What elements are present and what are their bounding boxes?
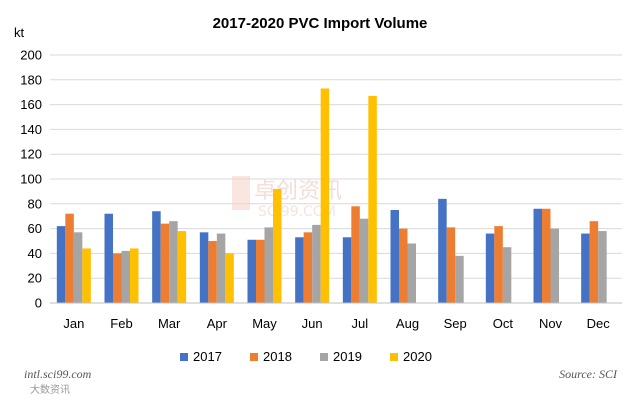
bar-2019-nov: [550, 228, 559, 303]
footer-website: intl.sci99.com: [24, 367, 92, 381]
legend-label-2020: 2020: [403, 349, 432, 364]
bar-2018-jul: [351, 206, 360, 303]
bar-2018-jun: [303, 232, 313, 303]
bar-2018-nov: [542, 208, 551, 303]
bar-2018-apr: [208, 241, 217, 303]
bar-2020-jun: [320, 88, 330, 303]
x-tick-label: Dec: [587, 316, 611, 331]
x-tick-label: Jun: [302, 316, 323, 331]
legend-swatch-2020: [390, 353, 398, 361]
bar-2018-dec: [589, 221, 599, 303]
y-tick-label: 180: [20, 72, 42, 87]
bar-2017-jan: [56, 226, 66, 303]
watermark-logo: [232, 176, 250, 210]
legend-swatch-2019: [320, 353, 328, 361]
x-tick-label: Nov: [539, 316, 563, 331]
y-tick-label: 120: [20, 147, 42, 162]
x-tick-label: May: [252, 316, 277, 331]
y-axis-ticks: 0 20 40 60 80 100 120 140 160 180 200: [20, 48, 42, 311]
footer-source: Source: SCI: [559, 367, 618, 381]
legend-swatch-2018: [250, 353, 258, 361]
bar-2017-apr: [199, 232, 209, 303]
bar-2018-aug: [399, 228, 408, 303]
gridlines: [50, 54, 622, 279]
x-tick-label: Aug: [396, 316, 419, 331]
y-tick-label: 160: [20, 97, 42, 112]
bar-2017-may: [247, 239, 256, 303]
x-tick-label: Feb: [110, 316, 132, 331]
bar-2019-oct: [502, 247, 512, 303]
bar-2017-jul: [342, 237, 352, 303]
corner-watermark: 大数资讯: [30, 383, 70, 396]
bar-2019-dec: [598, 231, 607, 303]
y-tick-label: 200: [20, 48, 42, 63]
bar-2019-mar: [169, 221, 178, 303]
bar-2018-oct: [494, 226, 503, 303]
bar-2020-jan: [82, 248, 91, 303]
bar-2019-jul: [359, 218, 369, 303]
y-tick-label: 0: [35, 296, 42, 311]
x-tick-label: Mar: [158, 316, 181, 331]
bar-2017-dec: [581, 233, 590, 303]
legend-swatch-2017: [180, 353, 188, 361]
y-tick-label: 80: [28, 196, 42, 211]
y-tick-label: 20: [28, 271, 42, 286]
bar-2020-feb: [130, 248, 139, 303]
bar-2020-jul: [368, 95, 377, 303]
x-tick-label: Apr: [207, 316, 228, 331]
bar-2018-jan: [65, 213, 74, 303]
bar-2019-may: [264, 227, 273, 303]
x-tick-label: Sep: [444, 316, 467, 331]
legend-label-2017: 2017: [193, 349, 222, 364]
y-tick-label: 100: [20, 172, 42, 187]
x-axis-ticks: Jan Feb Mar Apr May Jun Jul Aug Sep Oct Nov Dec: [63, 316, 610, 331]
bar-2017-oct: [485, 233, 495, 303]
bar-2017-mar: [152, 211, 161, 303]
x-tick-label: Jan: [63, 316, 84, 331]
bar-2017-feb: [104, 213, 113, 303]
bar-2018-feb: [113, 253, 122, 303]
bar-2019-jan: [73, 232, 83, 303]
legend-label-2019: 2019: [333, 349, 362, 364]
bar-2020-apr: [225, 253, 234, 303]
bar-2018-may: [256, 239, 265, 303]
bar-2019-apr: [216, 233, 226, 303]
chart-title: 2017-2020 PVC Import Volume: [213, 15, 428, 32]
bar-2019-jun: [312, 224, 321, 303]
bar-2019-feb: [121, 250, 130, 303]
y-tick-label: 40: [28, 246, 42, 261]
bar-2020-may: [273, 188, 282, 303]
bar-2020-mar: [177, 231, 187, 303]
bar-2019-aug: [407, 243, 416, 303]
bar-2019-sep: [455, 255, 464, 303]
y-tick-label: 60: [28, 221, 42, 236]
x-tick-label: Jul: [352, 316, 369, 331]
bar-2017-aug: [390, 210, 399, 303]
bar-2017-jun: [295, 237, 304, 303]
bar-2018-mar: [160, 223, 170, 303]
bars: [56, 88, 607, 303]
bar-2017-sep: [438, 198, 447, 303]
legend: 2017 2018 2019 2020: [180, 349, 432, 364]
y-tick-label: 140: [20, 122, 42, 137]
legend-label-2018: 2018: [263, 349, 292, 364]
x-tick-label: Oct: [493, 316, 514, 331]
y-axis-unit-label: kt: [14, 25, 25, 40]
bar-2017-nov: [533, 208, 542, 303]
bar-2018-sep: [446, 227, 456, 303]
